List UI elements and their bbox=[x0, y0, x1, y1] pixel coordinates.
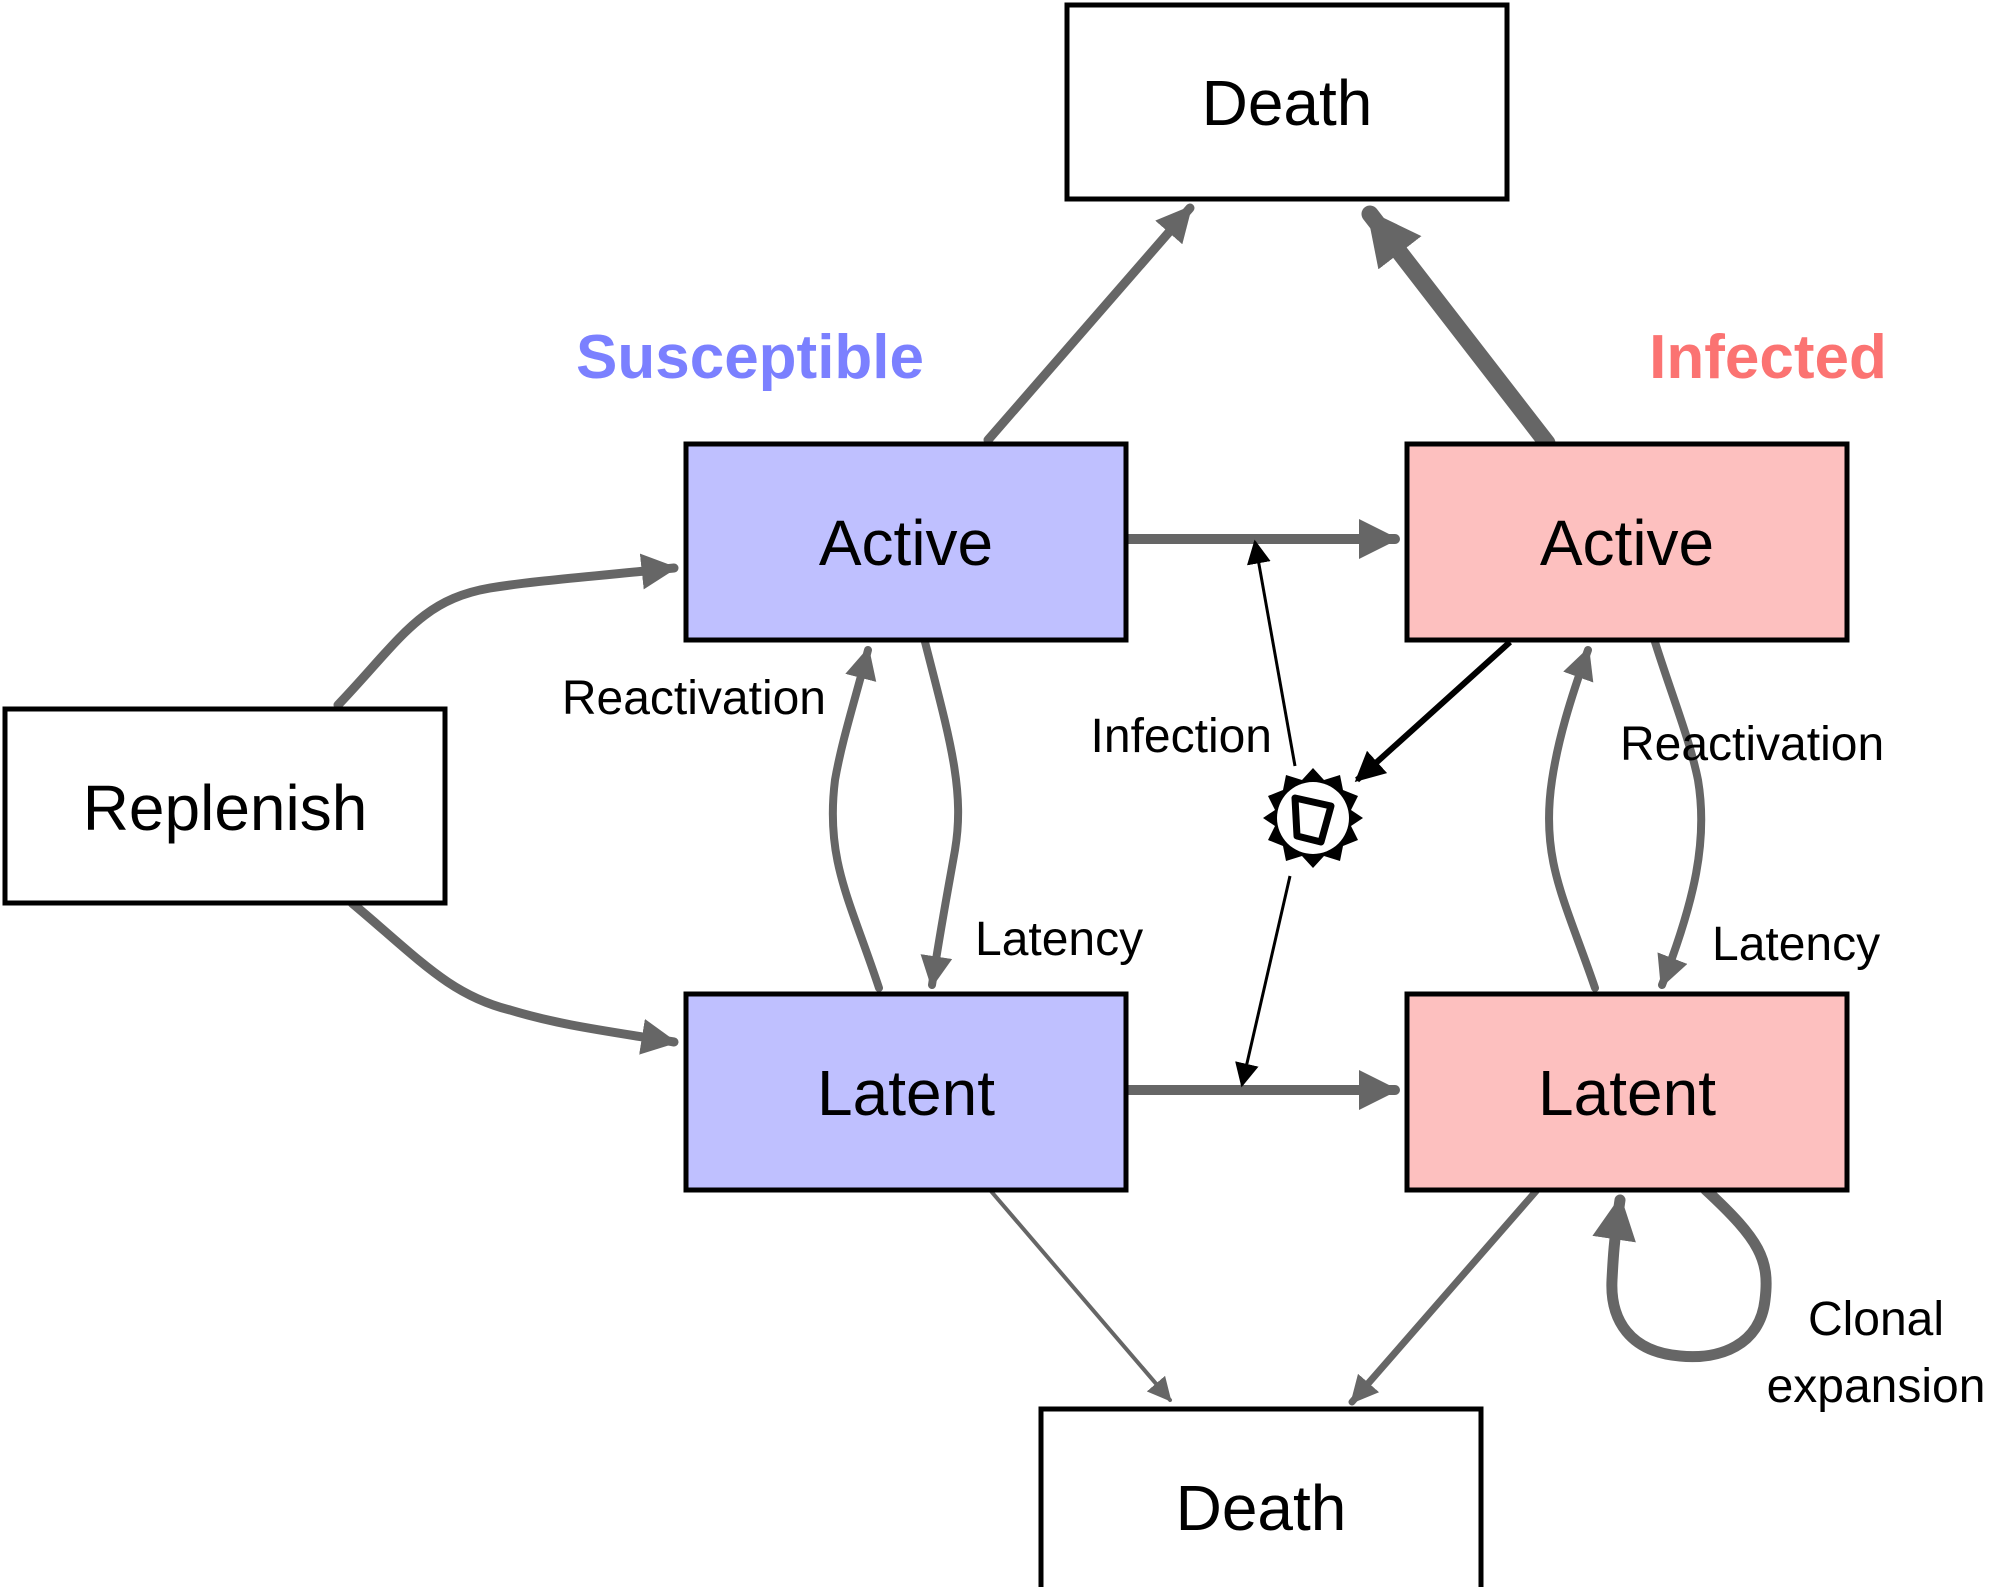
arrow-replenish-to-s-latent bbox=[347, 898, 679, 1055]
death-bottom-box: Death bbox=[1038, 1406, 1484, 1587]
arrow-i-latency bbox=[1651, 638, 1706, 989]
arrow-i-latent-to-death bbox=[1348, 1186, 1541, 1406]
susceptible-active-label: Active bbox=[819, 507, 993, 579]
reactivation-left-label: Reactivation bbox=[562, 672, 826, 725]
virus-icon bbox=[1263, 768, 1363, 868]
reactivation-right-label: Reactivation bbox=[1620, 718, 1884, 771]
susceptible-latent-box: Latent bbox=[683, 991, 1129, 1193]
arrow-s-latency bbox=[920, 638, 963, 989]
susceptible-active-box: Active bbox=[683, 441, 1129, 643]
death-bottom-label: Death bbox=[1176, 1472, 1347, 1544]
arrow-i-reactivation bbox=[1544, 646, 1599, 992]
arrow-s-reactivation bbox=[828, 646, 883, 992]
death-top-box: Death bbox=[1064, 2, 1510, 202]
infected-group-label: Infected bbox=[1649, 323, 1887, 392]
infected-latent-label: Latent bbox=[1538, 1057, 1716, 1129]
death-top-label: Death bbox=[1202, 67, 1373, 139]
arrow-virus-production bbox=[1354, 639, 1513, 783]
replenish-box: Replenish bbox=[2, 706, 448, 906]
arrow-infection-down bbox=[1235, 875, 1292, 1088]
replenish-label: Replenish bbox=[83, 772, 368, 844]
susceptible-latent-label: Latent bbox=[817, 1057, 995, 1129]
arrow-s-latent-to-death bbox=[988, 1188, 1172, 1402]
arrow-i-active-to-death bbox=[1361, 205, 1556, 452]
infection-label: Infection bbox=[1091, 710, 1272, 763]
infected-active-box: Active bbox=[1404, 441, 1850, 643]
latency-right-label: Latency bbox=[1712, 918, 1880, 971]
infected-latent-box: Latent bbox=[1404, 991, 1850, 1193]
arrow-s-active-to-death bbox=[983, 203, 1195, 445]
arrow-replenish-to-s-active bbox=[333, 553, 679, 710]
clonal-expansion-label-line2: expansion bbox=[1767, 1360, 1986, 1413]
latency-left-label: Latency bbox=[975, 913, 1143, 966]
infected-active-label: Active bbox=[1540, 507, 1714, 579]
arrow-clonal-expansion bbox=[1592, 1184, 1772, 1363]
susceptible-group-label: Susceptible bbox=[576, 323, 924, 392]
arrow-infection-up bbox=[1246, 539, 1297, 767]
clonal-expansion-label-line1: Clonal bbox=[1808, 1293, 1944, 1346]
